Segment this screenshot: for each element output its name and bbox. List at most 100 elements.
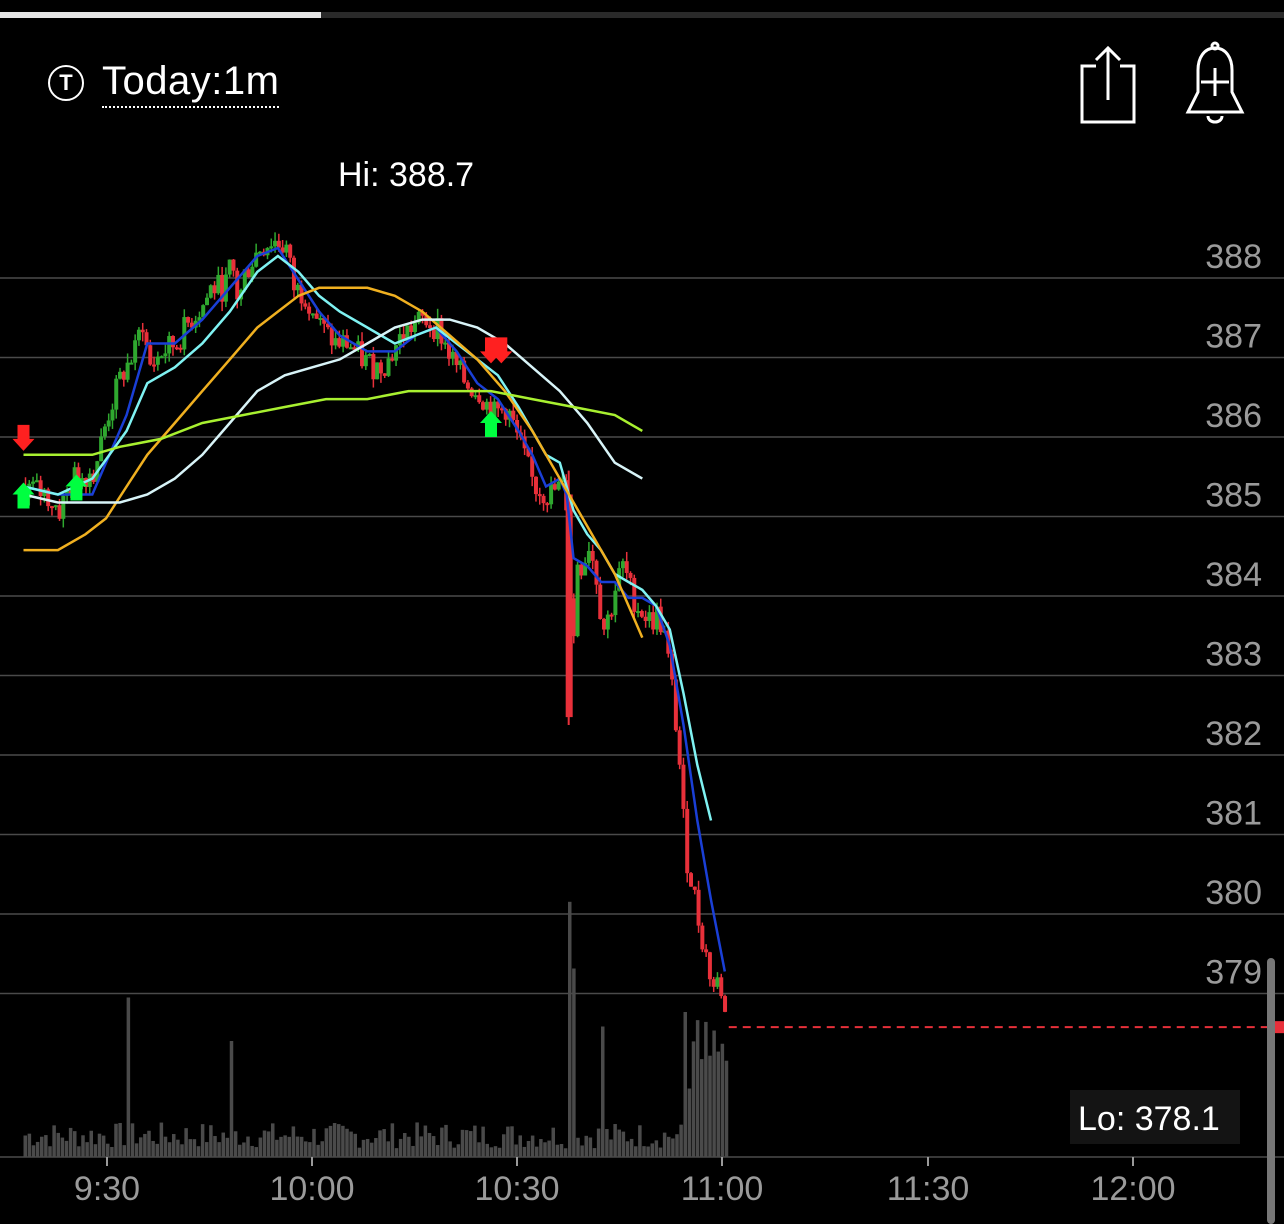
y-tick-label: 384 [1205,556,1262,594]
volume-bar [184,1128,188,1157]
volume-bar [423,1125,428,1157]
volume-bar [403,1133,407,1157]
candle-body [360,341,365,367]
volume-bar [180,1144,184,1157]
volume-bar [192,1139,197,1157]
volume-bar [436,1145,440,1157]
candle-body [477,395,482,403]
volume-bar [35,1141,40,1157]
volume-bar [332,1123,337,1157]
candle-body [329,327,334,346]
candle-body [613,590,618,616]
volume-bar [724,1060,729,1157]
candle-body [700,925,705,950]
volume-bar [671,1138,675,1157]
candle-body [295,284,300,291]
volume-bar [341,1125,345,1157]
candle-body [632,577,637,612]
volume-bar [291,1126,296,1157]
candle-body [344,335,349,348]
candle-body [394,345,399,361]
volume-bar [708,1055,712,1157]
y-tick-label: 381 [1205,795,1262,833]
volume-bar [634,1146,638,1157]
volume-bar [629,1138,634,1157]
volume-bar [233,1131,238,1157]
low-label-background [1070,1090,1240,1144]
candle-body [276,240,281,248]
candle-body [46,489,51,507]
candle-body [481,402,486,410]
candle-body [212,285,217,294]
volume-bar [720,1043,725,1157]
candle-body [602,618,607,630]
volume-bar [77,1146,81,1157]
volume-bar [415,1122,419,1157]
loading-progress-bar [0,12,1284,18]
volume-bar [469,1131,473,1157]
candle-body [409,325,414,333]
candle-body [670,653,675,680]
candle-body [685,808,690,874]
timeframe-label: Today:1m [102,58,280,108]
candle-body [42,489,47,497]
volume-bar [658,1147,663,1157]
candle-body [565,494,573,718]
volume-bar [580,1145,584,1157]
volume-bar [229,1041,234,1157]
candle-body [447,342,451,359]
candle-body [643,616,648,621]
volume-bar [81,1135,85,1157]
volume-bar [687,1088,692,1157]
y-tick-label: 387 [1205,318,1262,356]
candle-body [651,612,656,630]
candle-body [125,362,130,380]
volume-bar [378,1130,382,1157]
volume-bar [419,1136,423,1157]
candle-body [673,679,678,731]
volume-bar [304,1141,308,1157]
candle-body [541,495,546,504]
candle-body [552,484,557,490]
add-alert-button[interactable] [1180,40,1250,130]
volume-bar [31,1145,36,1157]
candle-body [223,274,228,302]
candle-body [205,297,209,306]
volume-bar [390,1123,395,1157]
candle-body [704,949,709,953]
candle-body [352,347,357,350]
candle-body [201,305,206,318]
candle-body [654,606,659,630]
volume-bar [576,1137,580,1157]
volume-bar [584,1135,588,1157]
buy-signal-arrow [12,482,35,509]
low-price-label: Lo: 378.1 [1078,1100,1220,1138]
candle-body [246,269,251,278]
share-button[interactable] [1076,40,1146,130]
volume-bar [52,1125,56,1157]
x-tick-label: 10:00 [269,1170,354,1208]
candle-body [647,612,652,621]
volume-bar [85,1142,89,1157]
volume-bar [40,1136,44,1157]
timeframe-selector[interactable]: T Today:1m [48,58,280,108]
candle-body [333,338,338,346]
volume-bar [650,1143,654,1157]
volume-bar [275,1139,279,1157]
volume-bar [159,1122,164,1157]
volume-bar [485,1143,489,1157]
volume-bar [93,1144,98,1157]
candle-body [99,436,104,462]
x-tick-label: 11:00 [681,1170,764,1208]
candle-body [428,325,433,329]
volume-bar [118,1122,122,1157]
y-tick-label: 382 [1205,715,1262,753]
candle-body [235,270,240,300]
candle-body [511,410,516,420]
candle-body [401,334,406,341]
candle-body [242,269,247,290]
volume-bar [592,1148,597,1157]
chart-header: T Today:1m [0,40,1284,140]
y-tick-label: 388 [1205,238,1262,276]
